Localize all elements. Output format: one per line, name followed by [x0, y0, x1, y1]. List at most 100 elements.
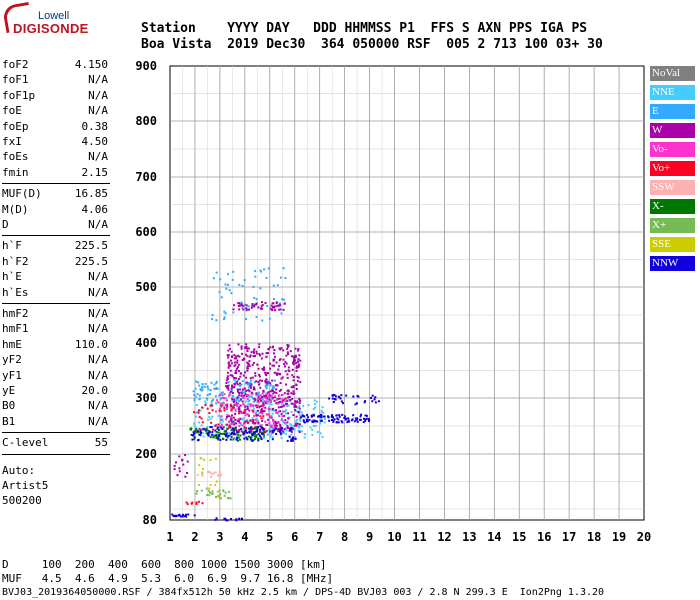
- echo-point-w: [246, 408, 249, 410]
- echo-point-nne: [242, 417, 245, 420]
- echo-point-w: [283, 392, 286, 395]
- echo-point-w: [279, 388, 282, 391]
- x-tick-label: 17: [562, 530, 576, 544]
- echo-point-w: [226, 377, 229, 380]
- echo-point-vo: [281, 401, 284, 404]
- echo-point-nnw: [260, 438, 263, 441]
- echo-point-x: [226, 427, 229, 430]
- echo-point-w: [234, 369, 237, 372]
- echo-point-vo: [256, 404, 259, 407]
- echo-point-e: [259, 287, 262, 290]
- echo-point-nnw: [210, 426, 213, 429]
- echo-point-nnw: [343, 415, 346, 418]
- echo-point-nne: [298, 405, 301, 408]
- echo-point-vo: [226, 407, 228, 410]
- echo-point-w: [236, 367, 239, 370]
- echo-point-x: [193, 438, 196, 441]
- echo-point-vo: [232, 406, 235, 409]
- echo-point-vo: [236, 405, 239, 408]
- echo-point-w: [227, 356, 230, 359]
- echo-point-vo: [253, 414, 256, 417]
- y-tick-label: 800: [135, 114, 157, 128]
- echo-point-nnw: [251, 440, 254, 442]
- echo-point-nne: [295, 420, 297, 423]
- echo-point-nne: [201, 431, 204, 434]
- echo-point-nnw: [311, 420, 314, 423]
- legend-item-ssw: SSW: [650, 180, 695, 195]
- echo-point-w: [283, 302, 286, 305]
- echo-point-nnw: [346, 421, 349, 424]
- echo-point-nnw: [245, 436, 248, 439]
- echo-point-w: [272, 430, 275, 433]
- echo-point-vo: [186, 503, 189, 506]
- echo-point-nne: [270, 433, 273, 436]
- echo-point-nne: [239, 423, 242, 426]
- echo-point-w: [265, 378, 268, 381]
- echo-point-e: [235, 400, 238, 403]
- echo-point-nne: [313, 399, 316, 402]
- echo-point-e: [267, 267, 270, 270]
- param-value: N/A: [88, 104, 108, 118]
- echo-point-x: [200, 489, 203, 492]
- echo-point-nne: [285, 427, 287, 430]
- echo-point-w: [233, 383, 236, 386]
- echo-point-nne: [193, 422, 196, 425]
- echo-point-x: [207, 429, 210, 432]
- echo-point-w: [242, 374, 245, 377]
- echo-point-nnw: [190, 433, 193, 436]
- param-value: N/A: [88, 322, 108, 336]
- echo-point-nnw: [331, 414, 333, 417]
- echo-point-w: [257, 306, 260, 309]
- echo-point-w: [259, 397, 262, 400]
- echo-point-vo: [217, 401, 220, 404]
- echo-point-w: [271, 388, 274, 391]
- echo-point-w: [274, 355, 276, 358]
- echo-point-w: [275, 402, 278, 405]
- echo-point-w: [248, 390, 251, 393]
- echo-point-e: [250, 379, 253, 382]
- echo-point-nne: [246, 418, 249, 421]
- echo-point-e: [253, 381, 256, 384]
- param-value: 110.0: [74, 337, 108, 351]
- echo-point-w: [240, 345, 243, 348]
- echo-point-w: [286, 427, 289, 430]
- echo-point-e: [241, 284, 244, 287]
- echo-point-w: [234, 419, 237, 421]
- echo-point-w: [279, 427, 281, 430]
- echo-point-nnw: [347, 417, 350, 420]
- echo-point-nnw: [335, 421, 338, 424]
- echo-point-w: [295, 422, 298, 425]
- echo-point-e: [246, 383, 249, 386]
- echo-point-nnw: [279, 429, 281, 432]
- echo-point-w: [243, 358, 246, 361]
- echo-point-w: [291, 402, 294, 405]
- echo-point-nnw: [200, 432, 202, 434]
- echo-point-vo: [267, 408, 270, 410]
- echo-point-e: [194, 395, 197, 398]
- echo-point-w: [286, 402, 288, 405]
- echo-point-nnw: [364, 419, 367, 422]
- echo-point-w: [271, 346, 274, 349]
- echo-point-nnw: [261, 427, 264, 429]
- echo-point-w: [235, 422, 237, 425]
- echo-point-w: [279, 348, 282, 351]
- echo-point-w: [264, 406, 267, 409]
- echo-point-w: [281, 405, 284, 408]
- echo-point-w: [282, 308, 285, 311]
- auto-scaling-line: Auto:: [2, 463, 36, 477]
- param-label: B1: [2, 414, 16, 428]
- echo-point-nnw: [370, 397, 372, 399]
- echo-point-w: [250, 351, 253, 354]
- echo-point-e: [212, 277, 215, 280]
- footer-distance-line: D 100 200 400 600 800 1000 1500 3000 [km…: [2, 558, 327, 571]
- echo-point-w: [262, 402, 265, 405]
- echo-point-x: [230, 436, 233, 438]
- echo-point-vo: [267, 395, 270, 398]
- echo-point-nne: [290, 411, 293, 414]
- echo-point-w: [238, 302, 241, 305]
- echo-point-w: [248, 360, 251, 363]
- echo-point-w: [266, 382, 269, 385]
- echo-point-e: [216, 387, 219, 390]
- echo-point-e: [236, 379, 239, 382]
- echo-point-e: [211, 314, 214, 317]
